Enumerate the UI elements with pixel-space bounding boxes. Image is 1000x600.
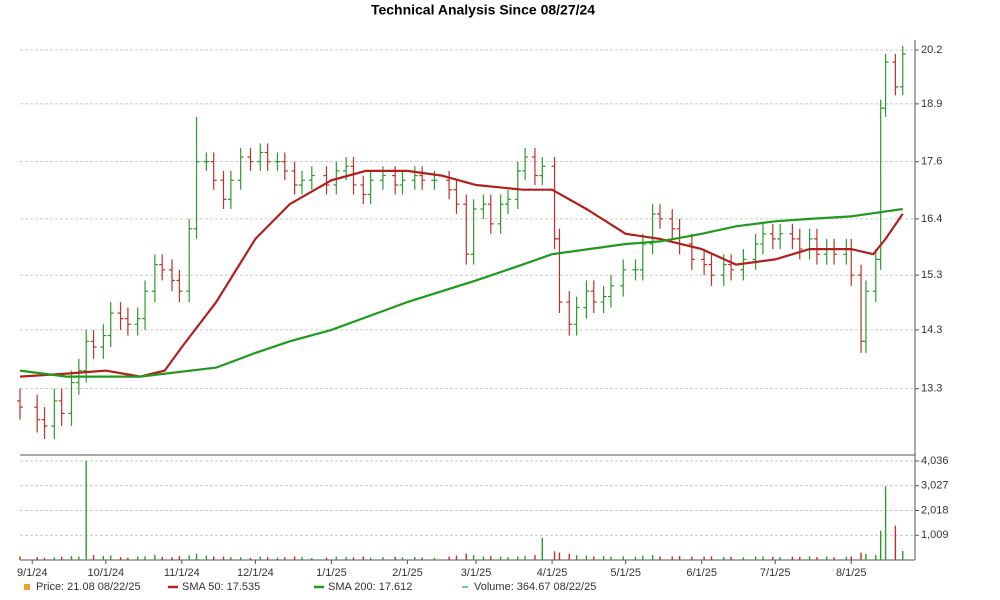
x-tick-label: 5/1/25: [610, 567, 641, 579]
legend-label: SMA 200: 17.612: [328, 581, 412, 593]
x-tick-label: 1/1/25: [316, 567, 347, 579]
x-tick-label: 6/1/25: [686, 567, 717, 579]
x-tick-label: 3/1/25: [461, 567, 492, 579]
y-tick-label: 16.4: [921, 213, 942, 225]
y-tick-label: 20.2: [921, 44, 942, 56]
legend-label: SMA 50: 17.535: [182, 581, 260, 593]
x-tick-label: 11/1/24: [164, 567, 200, 579]
y-tick-label: 3,027: [921, 480, 949, 492]
y-tick-label: 13.3: [921, 383, 942, 395]
y-tick-label: 18.9: [921, 98, 942, 110]
y-tick-label: 4,036: [921, 455, 949, 467]
y-tick-label: 15.3: [921, 269, 942, 281]
x-tick-label: 7/1/25: [760, 567, 791, 579]
y-tick-label: 1,009: [921, 529, 949, 541]
sma-line: [19, 207, 903, 378]
legend-label: Volume: 364.67 08/22/25: [474, 581, 596, 593]
legend-label: Price: 21.08 08/22/25: [36, 581, 141, 593]
x-tick-label: 4/1/25: [537, 567, 568, 579]
x-tick-label: 10/1/24: [87, 567, 124, 579]
legend-marker: [24, 584, 30, 590]
chart-title: Technical Analysis Since 08/27/24: [371, 2, 595, 18]
y-tick-label: 2,018: [921, 504, 949, 516]
y-tick-label: 17.6: [921, 156, 942, 168]
x-tick-label: 12/1/24: [237, 567, 274, 579]
x-tick-label: 9/1/24: [17, 567, 48, 579]
x-tick-label: 8/1/25: [836, 567, 867, 579]
x-tick-label: 2/1/25: [392, 567, 423, 579]
y-tick-label: 14.3: [921, 324, 942, 336]
sma-line: [19, 169, 904, 378]
